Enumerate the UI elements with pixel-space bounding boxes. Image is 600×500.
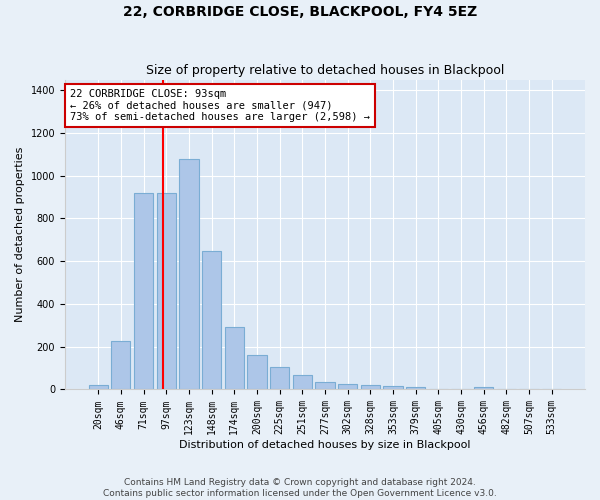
Bar: [134, 193, 153, 390]
Bar: [338, 384, 357, 390]
Bar: [270, 367, 289, 390]
Text: Contains HM Land Registry data © Crown copyright and database right 2024.
Contai: Contains HM Land Registry data © Crown c…: [103, 478, 497, 498]
Bar: [361, 385, 380, 390]
Bar: [316, 382, 335, 390]
Bar: [247, 356, 266, 390]
Bar: [89, 385, 108, 390]
Bar: [474, 388, 493, 390]
Text: 22 CORBRIDGE CLOSE: 93sqm
← 26% of detached houses are smaller (947)
73% of semi: 22 CORBRIDGE CLOSE: 93sqm ← 26% of detac…: [70, 89, 370, 122]
Title: Size of property relative to detached houses in Blackpool: Size of property relative to detached ho…: [146, 64, 504, 77]
Bar: [157, 193, 176, 390]
Bar: [111, 342, 130, 390]
X-axis label: Distribution of detached houses by size in Blackpool: Distribution of detached houses by size …: [179, 440, 471, 450]
Text: 22, CORBRIDGE CLOSE, BLACKPOOL, FY4 5EZ: 22, CORBRIDGE CLOSE, BLACKPOOL, FY4 5EZ: [123, 5, 477, 19]
Y-axis label: Number of detached properties: Number of detached properties: [15, 147, 25, 322]
Bar: [179, 158, 199, 390]
Bar: [383, 386, 403, 390]
Bar: [202, 250, 221, 390]
Bar: [224, 328, 244, 390]
Bar: [293, 374, 312, 390]
Bar: [406, 388, 425, 390]
